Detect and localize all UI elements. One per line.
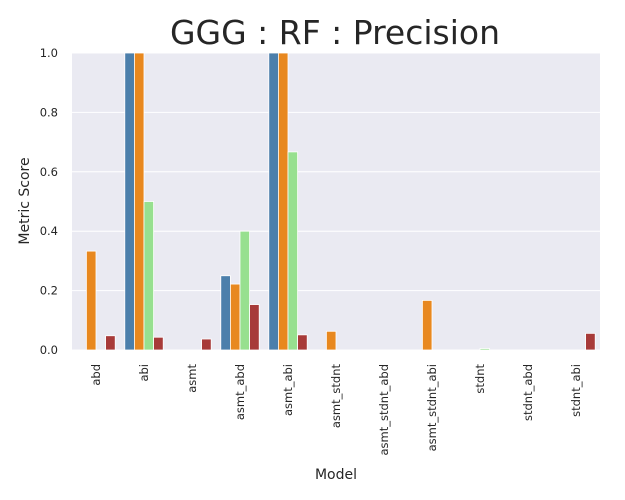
bar bbox=[229, 283, 241, 351]
x-tick-label: abi bbox=[137, 364, 151, 382]
bar bbox=[201, 338, 212, 351]
bar bbox=[479, 348, 491, 351]
bar bbox=[325, 330, 337, 351]
x-tick-label: asmt_stdnt_abi bbox=[425, 364, 439, 451]
bar bbox=[105, 335, 116, 351]
bar bbox=[124, 52, 135, 351]
bar bbox=[143, 201, 155, 351]
x-tick-label: asmt bbox=[185, 364, 199, 393]
y-tick-labels: 0.0 0.2 0.4 0.6 0.8 1.0 bbox=[40, 46, 58, 357]
x-tick-label: asmt_stdnt bbox=[329, 364, 343, 429]
y-tick-label: 0.2 bbox=[40, 284, 58, 298]
x-tick-label: stdnt_abi bbox=[569, 364, 583, 417]
chart-title: GGG : RF : Precision bbox=[170, 13, 500, 52]
y-tick-label: 0.0 bbox=[40, 343, 58, 357]
y-tick-label: 1.0 bbox=[40, 46, 58, 60]
x-tick-labels: abd abi asmt asmt_abd asmt_abi asmt_stdnt asmt… bbox=[89, 364, 583, 456]
bar bbox=[239, 230, 251, 351]
bar bbox=[297, 334, 308, 351]
bars bbox=[86, 52, 596, 351]
bar bbox=[421, 300, 433, 351]
x-tick-label: stdnt_abd bbox=[521, 364, 535, 421]
bar bbox=[220, 275, 231, 351]
bar bbox=[249, 304, 260, 351]
y-tick-label: 0.8 bbox=[40, 105, 58, 119]
y-tick-label: 0.4 bbox=[40, 224, 58, 238]
bar bbox=[268, 52, 279, 351]
bar bbox=[153, 336, 164, 351]
bar bbox=[287, 151, 299, 351]
y-tick-label: 0.6 bbox=[40, 165, 58, 179]
bar bbox=[585, 332, 596, 351]
x-tick-label: asmt_stdnt_abd bbox=[377, 364, 391, 456]
x-tick-label: abd bbox=[89, 364, 103, 386]
x-tick-label: asmt_abd bbox=[233, 364, 247, 420]
x-tick-label: stdnt bbox=[473, 364, 487, 394]
x-tick-label: asmt_abi bbox=[281, 364, 295, 416]
bar bbox=[133, 52, 145, 351]
bar bbox=[277, 52, 289, 351]
x-axis-label: Model bbox=[315, 467, 357, 483]
plot-area bbox=[72, 53, 600, 350]
y-axis-label: Metric Score bbox=[17, 157, 33, 244]
bar bbox=[86, 250, 97, 351]
